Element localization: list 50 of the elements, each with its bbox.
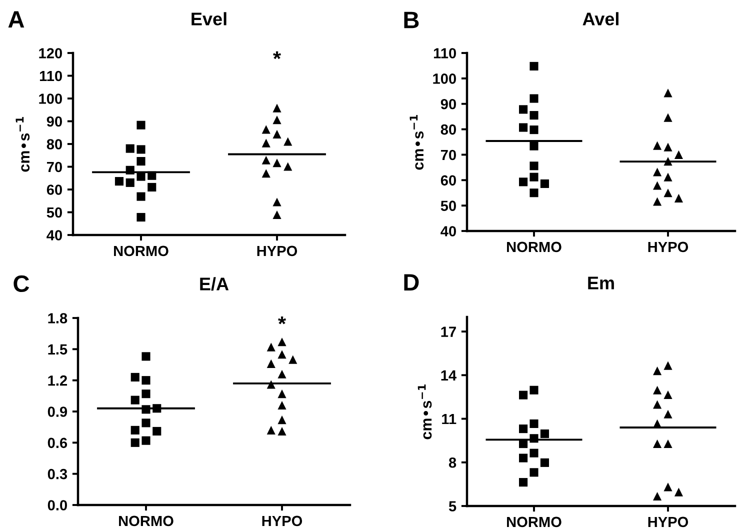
- y-tick-label: 11: [442, 414, 456, 424]
- y-axis-title: cm•s$^{−1}$: [418, 384, 432, 440]
- y-tick-label: 1.5: [48, 344, 68, 355]
- y-tick-label: 60: [440, 175, 456, 186]
- chart-title: Em: [588, 276, 614, 290]
- y-tick-label: 50: [46, 207, 62, 218]
- y-tick-label: 0.6: [48, 438, 68, 448]
- y-tick-label: 80: [440, 124, 456, 135]
- y-tick-label: 14: [441, 370, 457, 380]
- y-tick-label: 110: [40, 70, 62, 82]
- y-axis-title: cm•s$^{−1}$: [16, 116, 30, 172]
- y-tick-label: 0.3: [48, 468, 68, 480]
- y-tick-label: 60: [46, 184, 62, 195]
- x-tick-label: NORMO: [114, 246, 168, 256]
- y-tick-label: 17: [441, 326, 456, 337]
- text: B: [404, 12, 419, 28]
- y-tick-label: 5: [448, 501, 456, 512]
- x-tick-label: NORMO: [507, 516, 562, 528]
- y-tick-label: 1.2: [48, 375, 67, 386]
- x-tick-label: HYPO: [648, 516, 688, 528]
- y-tick-label: 80: [46, 139, 62, 150]
- y-tick-label: 90: [46, 116, 62, 127]
- x-tick-label: NORMO: [507, 242, 562, 252]
- y-tick-label: 40: [46, 230, 62, 240]
- y-tick-label: 8: [448, 457, 456, 468]
- y-tick-label: 90: [440, 98, 456, 110]
- y-axis-title: cm•s$^{−1}$: [410, 114, 424, 170]
- annotation: *: [278, 316, 286, 324]
- chart-title: Evel: [192, 12, 226, 26]
- x-tick-label: HYPO: [262, 516, 302, 526]
- chart-title: E/A: [200, 277, 229, 291]
- y-tick-label: 100: [433, 74, 456, 84]
- y-tick-label: 110: [434, 48, 456, 58]
- x-tick-label: NORMO: [119, 516, 174, 526]
- y-tick-label: 1.8: [48, 313, 68, 324]
- text: C: [14, 275, 30, 292]
- y-tick-label: 70: [46, 162, 62, 172]
- y-tick-label: 0.9: [48, 406, 68, 417]
- chart-title: Avel: [582, 12, 618, 26]
- annotation: *: [273, 51, 282, 60]
- text: A: [8, 11, 24, 28]
- y-tick-label: 120: [39, 48, 62, 58]
- x-tick-label: HYPO: [648, 242, 688, 252]
- text: D: [404, 274, 419, 291]
- y-tick-label: 70: [440, 150, 456, 160]
- y-tick-label: 50: [440, 200, 456, 211]
- x-tick-label: HYPO: [257, 246, 298, 256]
- y-tick-label: 0.0: [48, 500, 67, 510]
- y-tick-label: 40: [440, 226, 456, 236]
- y-tick-label: 100: [39, 94, 62, 104]
